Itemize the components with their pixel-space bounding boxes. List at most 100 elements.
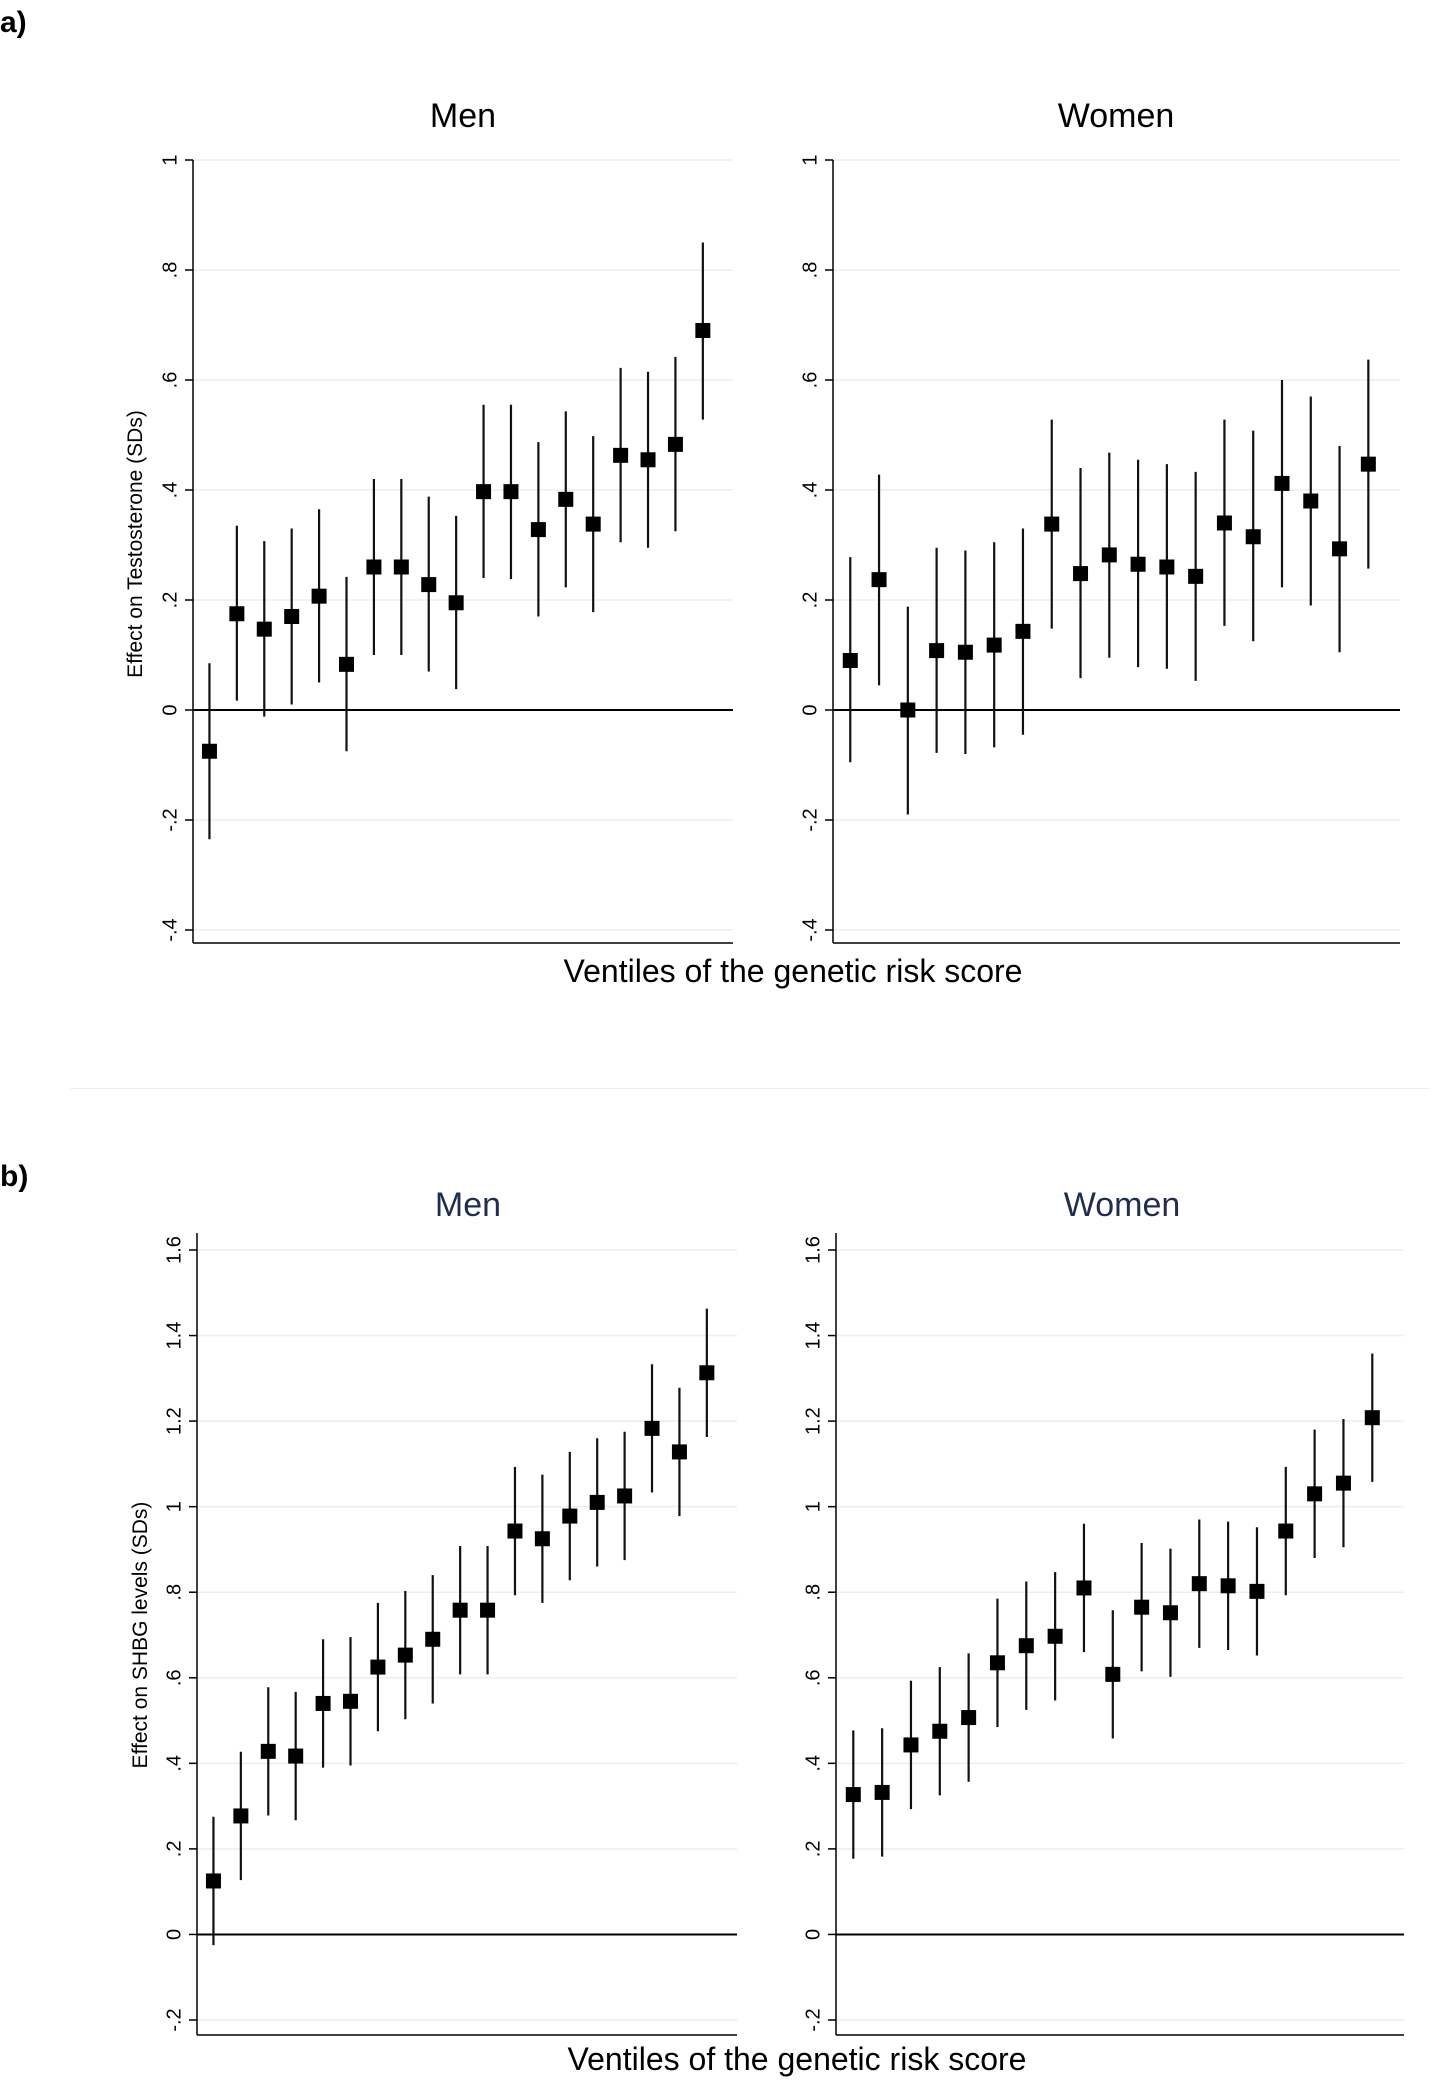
y-tick-label: .4 — [802, 1755, 824, 1772]
estimate-marker — [205, 1873, 221, 1889]
y-tick-label: -.2 — [163, 2008, 185, 2031]
estimate-marker — [448, 595, 464, 611]
chart-title-a-women: Women — [1057, 97, 1175, 135]
estimate-marker — [671, 1444, 687, 1460]
estimate-marker — [1307, 1486, 1323, 1502]
figure-a-label: a) — [0, 6, 27, 39]
estimate-marker — [480, 1602, 496, 1618]
estimate-marker — [989, 1655, 1005, 1671]
y-tick-label: -.4 — [159, 918, 181, 941]
estimate-marker — [558, 491, 574, 507]
estimate-marker — [1101, 547, 1117, 563]
estimate-marker — [1278, 1523, 1294, 1539]
estimate-marker — [1073, 566, 1089, 582]
estimate-marker — [986, 637, 1002, 653]
y-tick-label: -.4 — [799, 918, 821, 941]
estimate-marker — [961, 1710, 977, 1726]
y-tick-label: .8 — [802, 1584, 824, 1601]
estimate-marker — [640, 452, 656, 468]
y-tick-label: .4 — [799, 482, 821, 499]
estimate-marker — [370, 1659, 386, 1675]
y-tick-label: 1.2 — [802, 1407, 824, 1435]
estimate-marker — [530, 522, 546, 538]
estimate-marker — [534, 1531, 550, 1547]
estimate-marker — [667, 436, 683, 452]
estimate-marker — [201, 743, 217, 759]
y-tick-label: 0 — [799, 704, 821, 715]
estimate-marker — [1047, 1628, 1063, 1644]
estimate-marker — [339, 656, 355, 672]
chart-title-a-men: Men — [429, 97, 497, 135]
estimate-marker — [284, 609, 300, 624]
y-tick-label: .4 — [159, 482, 181, 499]
estimate-marker — [256, 621, 272, 637]
estimate-marker — [871, 572, 887, 588]
estimate-marker — [1191, 1576, 1207, 1592]
y-tick-label: .8 — [163, 1584, 185, 1601]
estimate-marker — [842, 653, 858, 668]
y-tick-label: 1.2 — [163, 1407, 185, 1435]
y-tick-label: .8 — [799, 262, 821, 279]
y-tick-label: 1 — [802, 1501, 824, 1512]
chart-title-b-women: Women — [1063, 1186, 1181, 1224]
y-tick-label: 0 — [802, 1929, 824, 1940]
estimate-marker — [585, 516, 601, 532]
y-tick-label: .8 — [159, 262, 181, 279]
chart-title-b-men: Men — [434, 1186, 502, 1224]
estimate-marker — [288, 1748, 304, 1764]
estimate-marker — [874, 1784, 890, 1800]
figure-separator — [70, 1088, 1430, 1089]
y-tick-label: 1 — [159, 154, 181, 165]
estimate-marker — [343, 1693, 359, 1709]
estimate-marker — [903, 1737, 919, 1753]
estimate-marker — [1018, 1638, 1034, 1654]
estimate-marker — [1159, 559, 1175, 575]
y-tick-label: -.2 — [799, 808, 821, 831]
figure-b-label: b) — [0, 1160, 29, 1193]
estimate-marker — [476, 484, 492, 500]
estimate-marker — [699, 1365, 715, 1381]
estimate-marker — [452, 1602, 468, 1618]
y-tick-label: .2 — [799, 592, 821, 609]
y-tick-label: .6 — [802, 1669, 824, 1686]
y-tick-label: .2 — [163, 1841, 185, 1858]
estimate-marker — [1134, 1599, 1150, 1615]
estimate-marker — [1105, 1666, 1121, 1682]
estimate-marker — [1360, 456, 1376, 472]
y-tick-label: .2 — [802, 1841, 824, 1858]
estimate-marker — [229, 606, 245, 622]
estimate-marker — [1245, 529, 1261, 545]
y-tick-label: 1 — [163, 1501, 185, 1512]
estimate-marker — [957, 644, 973, 660]
estimate-marker — [1044, 516, 1060, 532]
y-tick-label: .6 — [163, 1669, 185, 1686]
estimate-marker — [617, 1488, 633, 1504]
estimate-marker — [900, 702, 916, 718]
estimate-marker — [1332, 541, 1348, 557]
estimate-marker — [1015, 623, 1031, 639]
estimate-marker — [1162, 1605, 1178, 1621]
x-axis-title-a: Ventiles of the genetic risk score — [563, 953, 1023, 989]
y-tick-label: -.2 — [159, 808, 181, 831]
y-tick-label: 1.6 — [802, 1236, 824, 1264]
x-axis-title-b: Ventiles of the genetic risk score — [567, 2041, 1027, 2077]
estimate-marker — [1274, 475, 1290, 491]
y-tick-label: 0 — [159, 704, 181, 715]
estimate-marker — [425, 1631, 441, 1647]
estimate-marker — [1216, 515, 1232, 531]
estimate-marker — [644, 1420, 660, 1436]
estimate-marker — [507, 1523, 523, 1539]
estimate-marker — [421, 577, 437, 593]
estimate-marker — [1364, 1410, 1380, 1426]
estimate-marker — [562, 1508, 578, 1524]
estimate-marker — [1335, 1475, 1351, 1491]
estimate-marker — [1130, 556, 1146, 572]
estimate-marker — [1303, 493, 1319, 509]
y-tick-label: -.2 — [802, 2008, 824, 2031]
estimate-marker — [260, 1743, 276, 1759]
estimate-marker — [233, 1808, 249, 1824]
estimate-marker — [1076, 1580, 1092, 1596]
estimate-marker — [1220, 1578, 1236, 1594]
y-tick-label: 1.6 — [163, 1236, 185, 1264]
